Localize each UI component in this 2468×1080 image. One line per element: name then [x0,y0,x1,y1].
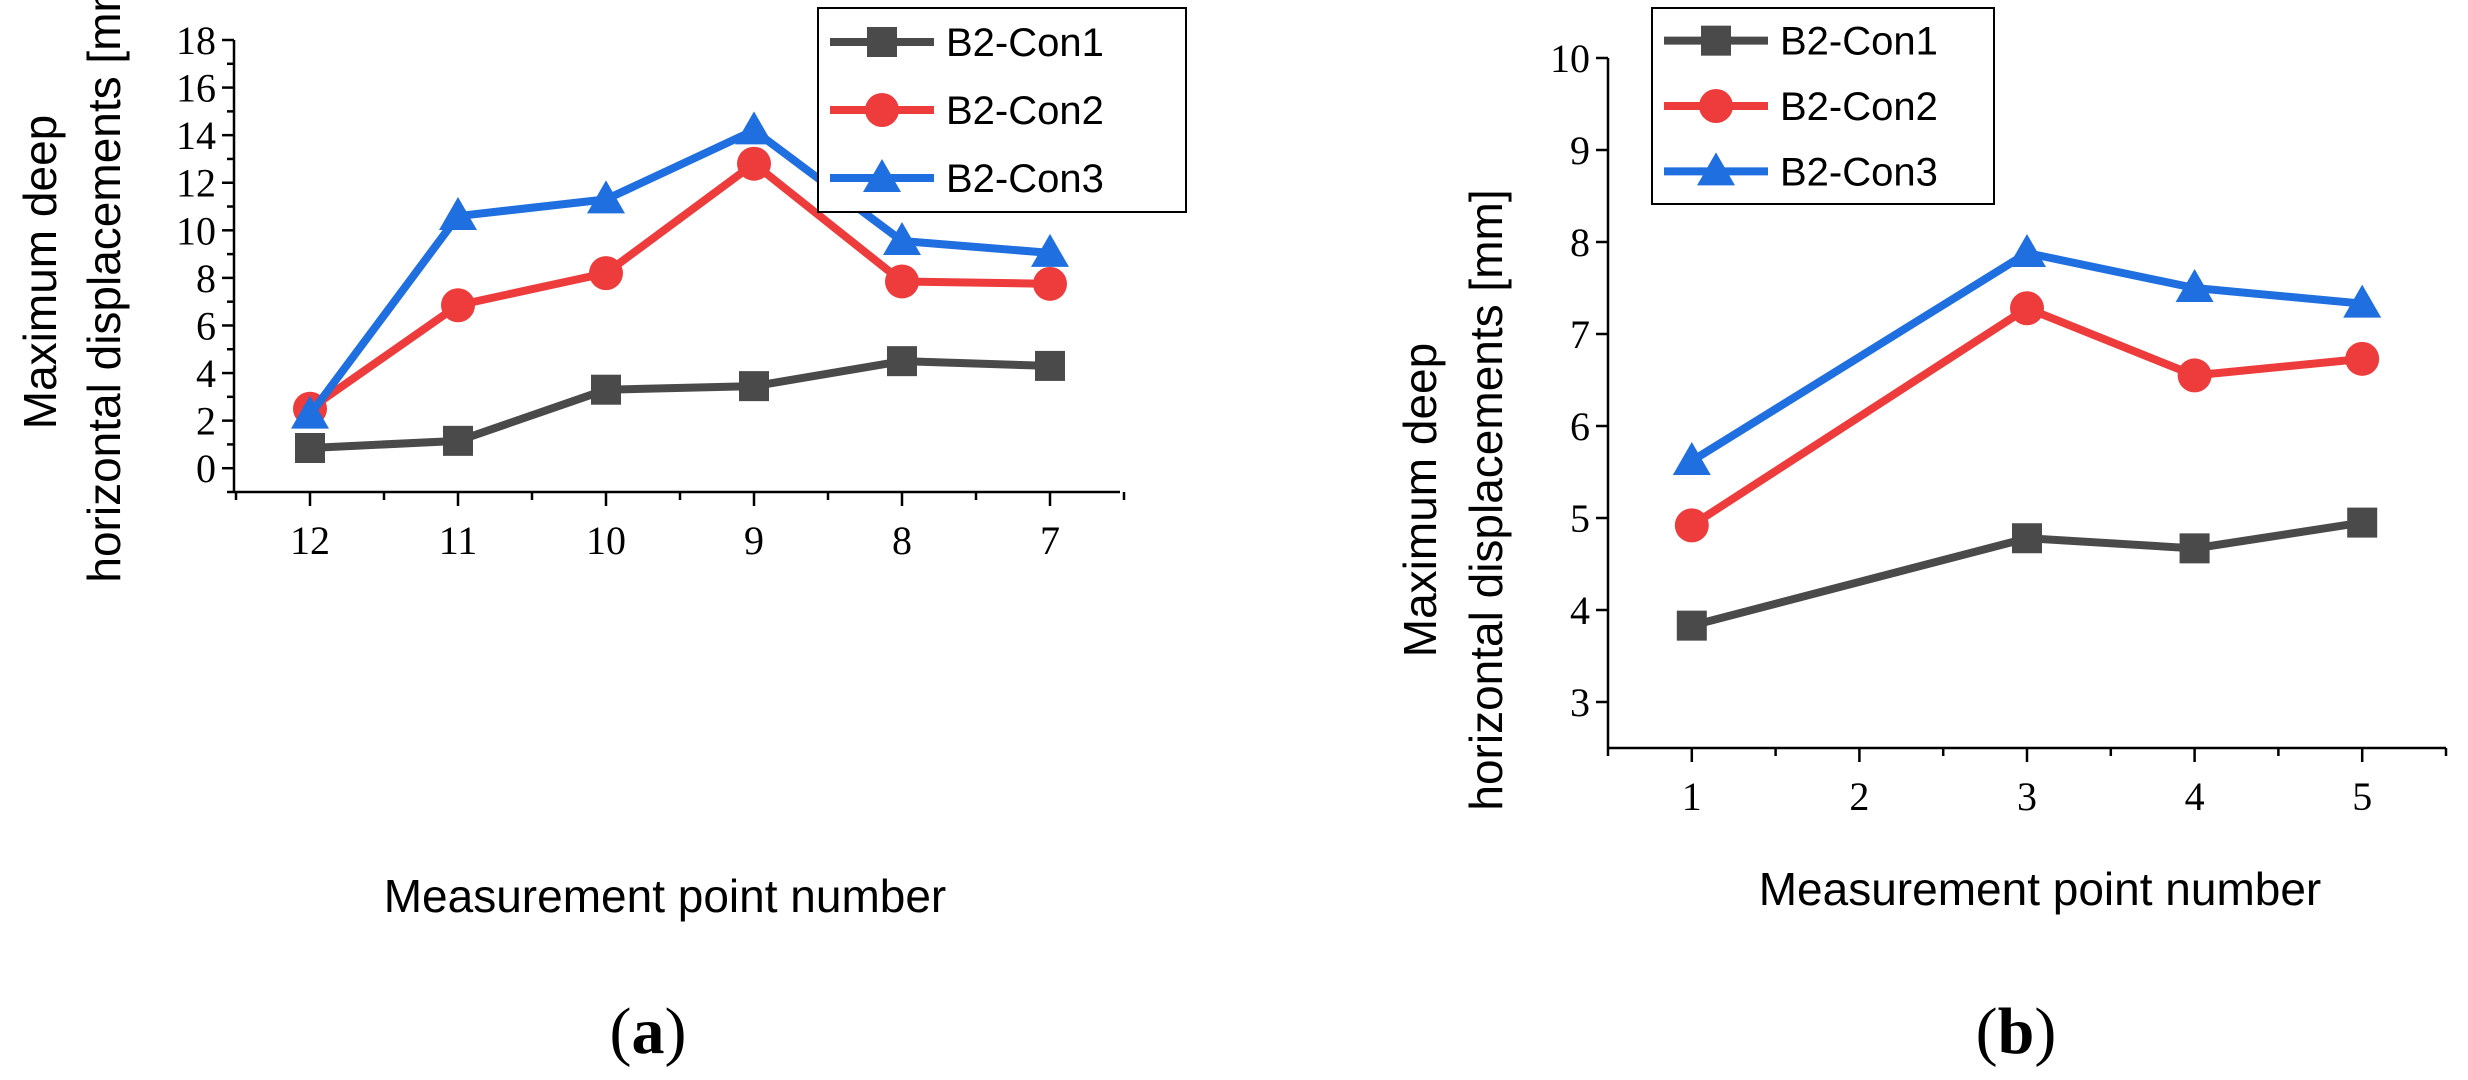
y-tick-label: 9 [1570,128,1590,173]
y-tick-label: 8 [196,256,216,301]
y-tick-label: 6 [1570,404,1590,449]
legend-label: B2-Con1 [1780,20,1938,64]
y-tick-label: 4 [1570,588,1590,633]
x-tick-label: 9 [744,518,764,563]
legend-marker [1699,89,1733,123]
legend-marker [1701,25,1731,56]
series-line-b2-con2 [307,159,1051,413]
x-tick-label: 5 [2352,774,2372,819]
data-point-b2-con1 [1035,350,1065,381]
x-tick-label: 4 [2185,774,2205,819]
legend-label: B2-Con2 [946,89,1104,133]
data-point-b2-con2 [2177,358,2212,393]
y-tick-label: 14 [176,113,216,158]
x-tick-label: 2 [1849,774,1869,819]
series-line-b2-con1 [309,357,1051,452]
series-line-b2-con3 [1689,249,2363,465]
x-tick-label: 11 [439,518,478,563]
data-point-b2-con1 [295,432,325,463]
x-tick-label: 8 [892,518,912,563]
legend-label: B2-Con2 [1780,85,1938,129]
y-tick-label: 18 [176,18,216,63]
y-tick-label: 6 [196,303,216,348]
data-point-b2-con3 [587,180,625,214]
data-point-b2-con3 [1031,233,1069,267]
data-point-b2-con1 [2179,533,2210,564]
y-axis-title-line1: Maximum deep [1394,343,1446,657]
data-point-b2-con1 [1676,610,1707,641]
legend-label: B2-Con3 [946,157,1104,201]
y-tick-label: 0 [196,446,216,491]
y-axis-title-line2: horizontal displacements [mm] [78,0,130,583]
y-axis-title-line2: horizontal displacements [mm] [1460,189,1512,810]
series-line-b2-con3 [306,126,1051,418]
series-line-b2-con2 [1689,304,2363,529]
x-tick-label: 3 [2017,774,2037,819]
y-tick-label: 2 [196,399,216,444]
y-tick-label: 16 [176,66,216,111]
x-axis-title: Measurement point number [1759,863,2322,915]
data-point-b2-con2 [589,256,623,291]
chart-b: 3 4 5 6 7 8 9 10 1 2 3 4 5 Maximum deep horizontal dis… [1394,7,2448,1068]
y-tick-label: 4 [196,351,216,396]
data-point-b2-con3 [1672,441,1711,475]
data-point-b2-con1 [2347,507,2378,538]
data-point-b2-con2 [1033,266,1067,301]
data-point-b2-con3 [439,197,477,231]
x-axis-title: Measurement point number [384,870,947,922]
data-point-b2-con3 [2343,284,2382,318]
x-tick-label: 7 [1040,518,1060,563]
panel-label: (b) [1976,995,2057,1068]
data-point-b2-con2 [737,146,771,181]
legend: B2-Con1 B2-Con2 B2-Con3 [817,7,1187,213]
series-line-b2-con1 [1690,518,2363,630]
data-point-b2-con2 [2010,291,2044,326]
legend-marker [865,93,899,127]
legend-marker [1697,152,1735,186]
data-point-b2-con1 [591,374,621,405]
legend: B2-Con1 B2-Con2 B2-Con3 [1651,7,1995,205]
legend-marker [867,27,897,57]
legend-marker [863,159,901,192]
y-tick-label: 10 [176,208,216,253]
data-point-b2-con1 [2012,523,2042,554]
data-point-b2-con3 [291,395,329,429]
data-point-b2-con3 [2175,269,2214,302]
data-point-b2-con3 [883,222,921,256]
y-tick-label: 3 [1570,680,1590,725]
data-point-b2-con3 [735,111,773,145]
data-point-b2-con2 [2345,341,2380,376]
data-point-b2-con1 [739,371,769,402]
data-point-b2-con2 [1674,508,1709,543]
x-tick-label: 10 [586,518,626,563]
y-tick-label: 10 [1550,36,1590,81]
data-point-b2-con1 [443,425,473,456]
y-tick-label: 7 [1570,312,1590,357]
panel-label: (a) [610,995,687,1068]
y-tick-label: 12 [176,161,216,206]
x-tick-label: 12 [290,518,330,563]
y-axis-title-line1: Maximum deep [14,115,66,429]
data-point-b2-con1 [887,346,917,377]
y-tick-label: 5 [1570,496,1590,541]
legend-label: B2-Con1 [946,21,1104,65]
legend-label: B2-Con3 [1780,150,1938,194]
y-tick-label: 8 [1570,220,1590,265]
data-point-b2-con2 [885,264,919,299]
data-point-b2-con2 [441,288,475,323]
data-point-b2-con3 [2008,234,2046,268]
x-tick-label: 1 [1682,774,1702,819]
